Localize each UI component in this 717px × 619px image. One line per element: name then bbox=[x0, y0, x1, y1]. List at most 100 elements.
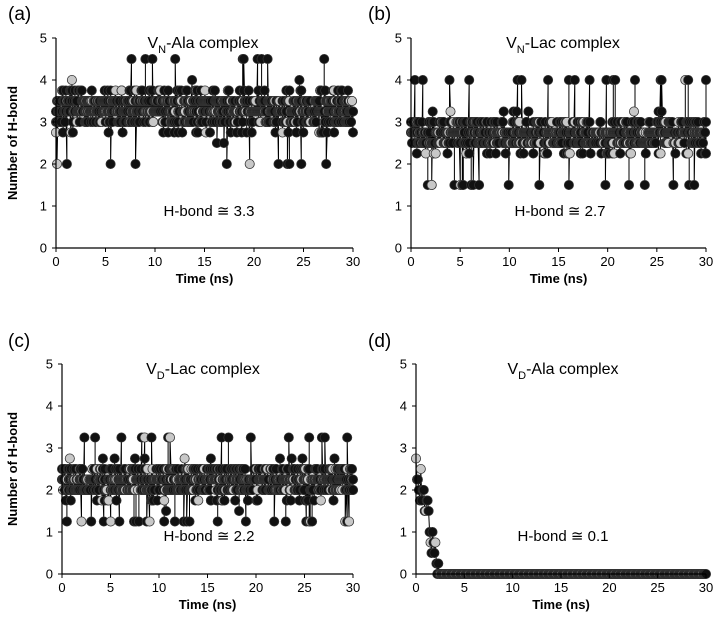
data-point bbox=[238, 54, 249, 65]
x-tick-label: 10 bbox=[505, 580, 519, 595]
x-tick-label: 30 bbox=[346, 254, 360, 269]
data-point bbox=[234, 505, 245, 516]
data-point bbox=[105, 158, 116, 169]
data-point bbox=[564, 148, 575, 159]
x-tick-label: 5 bbox=[457, 254, 464, 269]
data-point bbox=[298, 127, 309, 138]
data-point bbox=[86, 85, 97, 96]
x-tick-label: 0 bbox=[412, 580, 419, 595]
data-point bbox=[668, 179, 679, 190]
x-tick-label: 30 bbox=[699, 580, 713, 595]
y-tick-label: 2 bbox=[40, 157, 47, 172]
x-axis-label: Time (ns) bbox=[179, 597, 237, 612]
data-point bbox=[418, 484, 429, 495]
data-point bbox=[304, 432, 315, 443]
data-point bbox=[629, 106, 640, 117]
y-tick-label: 3 bbox=[40, 115, 47, 130]
data-point bbox=[163, 85, 174, 96]
data-point bbox=[159, 516, 170, 527]
data-point bbox=[347, 484, 358, 495]
data-point bbox=[640, 148, 651, 159]
data-point bbox=[219, 495, 230, 506]
data-point bbox=[239, 463, 250, 474]
y-tick-label: 4 bbox=[40, 73, 47, 88]
data-point bbox=[245, 432, 256, 443]
data-point bbox=[426, 179, 437, 190]
data-point bbox=[218, 137, 229, 148]
data-point bbox=[297, 453, 308, 464]
data-point bbox=[170, 54, 181, 65]
data-point bbox=[655, 148, 666, 159]
data-point bbox=[187, 75, 198, 86]
x-tick-label: 20 bbox=[602, 580, 616, 595]
data-point bbox=[61, 516, 72, 527]
data-point bbox=[116, 432, 127, 443]
data-point bbox=[294, 75, 305, 86]
data-point bbox=[212, 516, 223, 527]
data-point bbox=[184, 516, 195, 527]
data-point bbox=[656, 75, 667, 86]
x-tick-label: 5 bbox=[107, 580, 114, 595]
y-tick-label: 5 bbox=[400, 357, 407, 372]
data-point bbox=[429, 548, 440, 559]
data-point bbox=[283, 432, 294, 443]
panel-b: 0 5 10 15 20 25 30 0 1 2 3 4 5 Time (ns) (b) VN-Lac com… bbox=[368, 4, 713, 286]
y-tick-label: 0 bbox=[400, 567, 407, 582]
data-point bbox=[563, 179, 574, 190]
data-point bbox=[97, 453, 108, 464]
y-tick-label: 1 bbox=[400, 525, 407, 540]
x-axis-label: Time (ns) bbox=[532, 597, 590, 612]
data-point bbox=[315, 495, 326, 506]
panel-label: (b) bbox=[368, 4, 391, 25]
x-tick-label: 0 bbox=[58, 580, 65, 595]
data-point bbox=[159, 495, 170, 506]
x-tick-label: 5 bbox=[461, 580, 468, 595]
x-axis-label: Time (ns) bbox=[530, 271, 588, 286]
data-point bbox=[146, 432, 157, 443]
panel-title: VD-Ala complex bbox=[507, 361, 618, 382]
data-series bbox=[57, 432, 358, 527]
data-point bbox=[698, 137, 709, 148]
data-point bbox=[164, 432, 175, 443]
y-tick-label: 5 bbox=[40, 31, 47, 46]
data-point bbox=[109, 453, 120, 464]
data-point bbox=[319, 432, 330, 443]
data-point bbox=[243, 85, 254, 96]
y-tick-label: 3 bbox=[400, 441, 407, 456]
data-point bbox=[223, 432, 234, 443]
panel-d: 0 5 10 15 20 25 30 0 1 2 3 4 5 Time (ns) (d) VD-Ala com… bbox=[368, 331, 713, 612]
mean-annotation: H-bond ≅ 2.7 bbox=[515, 203, 606, 220]
x-tick-label: 15 bbox=[197, 254, 211, 269]
data-point bbox=[624, 179, 635, 190]
x-tick-label: 20 bbox=[249, 580, 263, 595]
data-point bbox=[498, 106, 509, 117]
data-point bbox=[528, 148, 539, 159]
data-point bbox=[412, 474, 423, 485]
data-point bbox=[427, 106, 438, 117]
data-point bbox=[147, 54, 158, 65]
data-point bbox=[105, 516, 116, 527]
data-point bbox=[76, 85, 87, 96]
data-point bbox=[319, 54, 330, 65]
data-point bbox=[346, 96, 357, 107]
y-tick-label: 1 bbox=[395, 199, 402, 214]
panel-c: 0 5 10 15 20 25 30 0 1 2 3 4 5 Time (ns) Number of H-b… bbox=[5, 331, 360, 612]
mean-annotation: H-bond ≅ 0.1 bbox=[518, 528, 609, 545]
data-point bbox=[610, 75, 621, 86]
x-tick-label: 25 bbox=[650, 580, 664, 595]
y-tick-label: 4 bbox=[400, 399, 407, 414]
data-point bbox=[296, 85, 307, 96]
data-point bbox=[179, 453, 190, 464]
data-point bbox=[523, 106, 534, 117]
data-point bbox=[500, 148, 511, 159]
data-point bbox=[76, 516, 87, 527]
data-point bbox=[650, 137, 661, 148]
y-tick-label: 4 bbox=[395, 73, 402, 88]
data-point bbox=[111, 495, 122, 506]
data-point bbox=[534, 179, 545, 190]
x-tick-label: 15 bbox=[551, 254, 565, 269]
panel-title: VN-Lac complex bbox=[506, 35, 620, 56]
data-point bbox=[347, 106, 358, 117]
data-point bbox=[345, 117, 356, 128]
